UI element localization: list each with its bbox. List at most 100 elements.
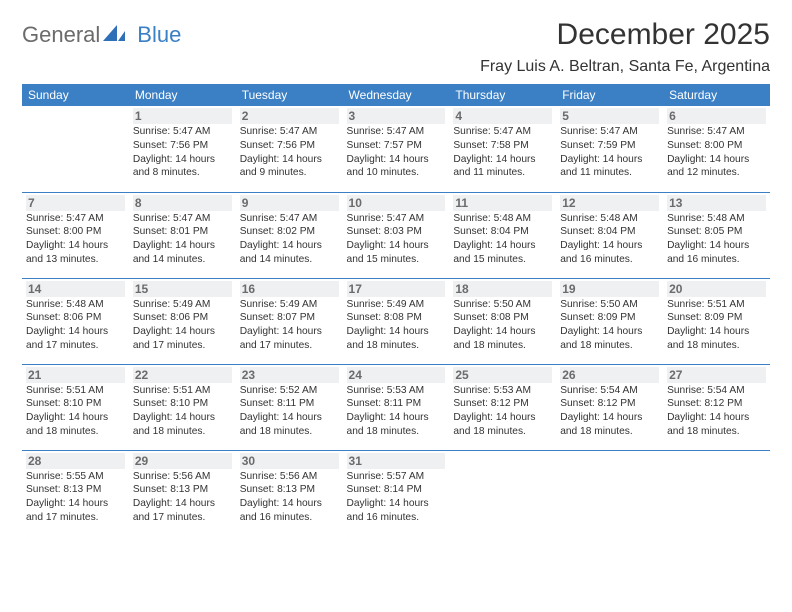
day-number: 24 xyxy=(347,367,446,383)
day-number: 17 xyxy=(347,281,446,297)
day-number: 11 xyxy=(453,195,552,211)
logo: General Blue xyxy=(22,22,181,48)
day-info: Sunrise: 5:54 AMSunset: 8:12 PMDaylight:… xyxy=(667,384,766,439)
dayname-mon: Monday xyxy=(129,84,236,106)
calendar-cell: 9Sunrise: 5:47 AMSunset: 8:02 PMDaylight… xyxy=(236,192,343,278)
calendar-row: 14Sunrise: 5:48 AMSunset: 8:06 PMDayligh… xyxy=(22,278,770,364)
calendar-row: 7Sunrise: 5:47 AMSunset: 8:00 PMDaylight… xyxy=(22,192,770,278)
day-info: Sunrise: 5:50 AMSunset: 8:08 PMDaylight:… xyxy=(453,298,552,353)
calendar-cell xyxy=(449,450,556,536)
day-info: Sunrise: 5:54 AMSunset: 8:12 PMDaylight:… xyxy=(560,384,659,439)
day-info: Sunrise: 5:57 AMSunset: 8:14 PMDaylight:… xyxy=(347,470,446,525)
calendar-cell: 14Sunrise: 5:48 AMSunset: 8:06 PMDayligh… xyxy=(22,278,129,364)
day-info: Sunrise: 5:53 AMSunset: 8:12 PMDaylight:… xyxy=(453,384,552,439)
calendar-cell: 29Sunrise: 5:56 AMSunset: 8:13 PMDayligh… xyxy=(129,450,236,536)
calendar-cell: 5Sunrise: 5:47 AMSunset: 7:59 PMDaylight… xyxy=(556,106,663,192)
day-number: 19 xyxy=(560,281,659,297)
day-number: 26 xyxy=(560,367,659,383)
calendar-cell: 12Sunrise: 5:48 AMSunset: 8:04 PMDayligh… xyxy=(556,192,663,278)
day-number: 22 xyxy=(133,367,232,383)
calendar-cell: 27Sunrise: 5:54 AMSunset: 8:12 PMDayligh… xyxy=(663,364,770,450)
dayname-sun: Sunday xyxy=(22,84,129,106)
calendar-row: 1Sunrise: 5:47 AMSunset: 7:56 PMDaylight… xyxy=(22,106,770,192)
day-info: Sunrise: 5:56 AMSunset: 8:13 PMDaylight:… xyxy=(240,470,339,525)
day-number: 21 xyxy=(26,367,125,383)
day-info: Sunrise: 5:51 AMSunset: 8:10 PMDaylight:… xyxy=(26,384,125,439)
day-number: 25 xyxy=(453,367,552,383)
calendar-cell: 31Sunrise: 5:57 AMSunset: 8:14 PMDayligh… xyxy=(343,450,450,536)
day-info: Sunrise: 5:48 AMSunset: 8:04 PMDaylight:… xyxy=(560,212,659,267)
day-number: 20 xyxy=(667,281,766,297)
calendar-cell: 20Sunrise: 5:51 AMSunset: 8:09 PMDayligh… xyxy=(663,278,770,364)
dayname-sat: Saturday xyxy=(663,84,770,106)
logo-text-general: General xyxy=(22,22,100,48)
day-info: Sunrise: 5:55 AMSunset: 8:13 PMDaylight:… xyxy=(26,470,125,525)
day-info: Sunrise: 5:47 AMSunset: 8:02 PMDaylight:… xyxy=(240,212,339,267)
month-title: December 2025 xyxy=(480,18,770,52)
calendar-cell: 25Sunrise: 5:53 AMSunset: 8:12 PMDayligh… xyxy=(449,364,556,450)
day-number: 14 xyxy=(26,281,125,297)
day-number: 30 xyxy=(240,453,339,469)
calendar-cell: 2Sunrise: 5:47 AMSunset: 7:56 PMDaylight… xyxy=(236,106,343,192)
day-number: 31 xyxy=(347,453,446,469)
day-info: Sunrise: 5:48 AMSunset: 8:04 PMDaylight:… xyxy=(453,212,552,267)
header: General Blue December 2025 Fray Luis A. … xyxy=(22,18,770,76)
calendar-cell: 26Sunrise: 5:54 AMSunset: 8:12 PMDayligh… xyxy=(556,364,663,450)
logo-text-blue: Blue xyxy=(137,22,181,48)
calendar-cell: 4Sunrise: 5:47 AMSunset: 7:58 PMDaylight… xyxy=(449,106,556,192)
day-info: Sunrise: 5:47 AMSunset: 7:59 PMDaylight:… xyxy=(560,125,659,180)
dayname-thu: Thursday xyxy=(449,84,556,106)
day-number: 8 xyxy=(133,195,232,211)
calendar-cell: 7Sunrise: 5:47 AMSunset: 8:00 PMDaylight… xyxy=(22,192,129,278)
day-number: 28 xyxy=(26,453,125,469)
dayname-tue: Tuesday xyxy=(236,84,343,106)
day-info: Sunrise: 5:52 AMSunset: 8:11 PMDaylight:… xyxy=(240,384,339,439)
calendar-cell: 8Sunrise: 5:47 AMSunset: 8:01 PMDaylight… xyxy=(129,192,236,278)
calendar-cell: 17Sunrise: 5:49 AMSunset: 8:08 PMDayligh… xyxy=(343,278,450,364)
day-info: Sunrise: 5:47 AMSunset: 7:58 PMDaylight:… xyxy=(453,125,552,180)
calendar-cell: 10Sunrise: 5:47 AMSunset: 8:03 PMDayligh… xyxy=(343,192,450,278)
day-info: Sunrise: 5:47 AMSunset: 8:01 PMDaylight:… xyxy=(133,212,232,267)
day-number: 10 xyxy=(347,195,446,211)
day-number: 27 xyxy=(667,367,766,383)
day-info: Sunrise: 5:51 AMSunset: 8:10 PMDaylight:… xyxy=(133,384,232,439)
dayname-row: Sunday Monday Tuesday Wednesday Thursday… xyxy=(22,84,770,106)
day-number: 1 xyxy=(133,108,232,124)
calendar-cell: 1Sunrise: 5:47 AMSunset: 7:56 PMDaylight… xyxy=(129,106,236,192)
calendar-cell: 22Sunrise: 5:51 AMSunset: 8:10 PMDayligh… xyxy=(129,364,236,450)
day-number: 29 xyxy=(133,453,232,469)
logo-sail-icon xyxy=(103,25,125,43)
calendar-cell: 23Sunrise: 5:52 AMSunset: 8:11 PMDayligh… xyxy=(236,364,343,450)
day-number: 7 xyxy=(26,195,125,211)
day-number: 13 xyxy=(667,195,766,211)
day-info: Sunrise: 5:49 AMSunset: 8:08 PMDaylight:… xyxy=(347,298,446,353)
location-text: Fray Luis A. Beltran, Santa Fe, Argentin… xyxy=(480,58,770,76)
calendar-cell: 6Sunrise: 5:47 AMSunset: 8:00 PMDaylight… xyxy=(663,106,770,192)
calendar-cell: 16Sunrise: 5:49 AMSunset: 8:07 PMDayligh… xyxy=(236,278,343,364)
calendar-cell: 24Sunrise: 5:53 AMSunset: 8:11 PMDayligh… xyxy=(343,364,450,450)
calendar-cell xyxy=(22,106,129,192)
day-number: 23 xyxy=(240,367,339,383)
day-info: Sunrise: 5:49 AMSunset: 8:06 PMDaylight:… xyxy=(133,298,232,353)
calendar-table: Sunday Monday Tuesday Wednesday Thursday… xyxy=(22,84,770,536)
calendar-row: 21Sunrise: 5:51 AMSunset: 8:10 PMDayligh… xyxy=(22,364,770,450)
day-info: Sunrise: 5:56 AMSunset: 8:13 PMDaylight:… xyxy=(133,470,232,525)
calendar-cell: 11Sunrise: 5:48 AMSunset: 8:04 PMDayligh… xyxy=(449,192,556,278)
day-number: 12 xyxy=(560,195,659,211)
day-number: 9 xyxy=(240,195,339,211)
day-number: 2 xyxy=(240,108,339,124)
day-number: 15 xyxy=(133,281,232,297)
dayname-fri: Friday xyxy=(556,84,663,106)
calendar-cell xyxy=(663,450,770,536)
day-info: Sunrise: 5:49 AMSunset: 8:07 PMDaylight:… xyxy=(240,298,339,353)
calendar-cell: 30Sunrise: 5:56 AMSunset: 8:13 PMDayligh… xyxy=(236,450,343,536)
day-info: Sunrise: 5:47 AMSunset: 8:00 PMDaylight:… xyxy=(26,212,125,267)
calendar-row: 28Sunrise: 5:55 AMSunset: 8:13 PMDayligh… xyxy=(22,450,770,536)
day-number: 16 xyxy=(240,281,339,297)
day-info: Sunrise: 5:47 AMSunset: 7:56 PMDaylight:… xyxy=(133,125,232,180)
day-number: 5 xyxy=(560,108,659,124)
day-info: Sunrise: 5:48 AMSunset: 8:05 PMDaylight:… xyxy=(667,212,766,267)
day-info: Sunrise: 5:47 AMSunset: 7:56 PMDaylight:… xyxy=(240,125,339,180)
calendar-cell: 13Sunrise: 5:48 AMSunset: 8:05 PMDayligh… xyxy=(663,192,770,278)
calendar-cell: 28Sunrise: 5:55 AMSunset: 8:13 PMDayligh… xyxy=(22,450,129,536)
